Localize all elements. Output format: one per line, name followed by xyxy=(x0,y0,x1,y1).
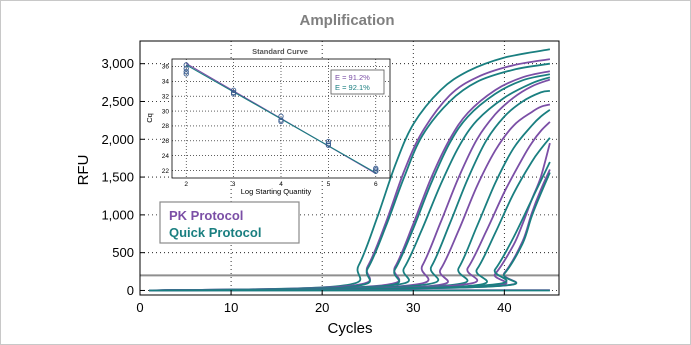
x-tick-label: 40 xyxy=(497,300,511,315)
y-tick-label: 1,000 xyxy=(101,207,134,222)
chart-title: Amplification xyxy=(299,12,394,29)
y-tick-label: 2,000 xyxy=(101,132,134,147)
inset-y-tick-label: 32 xyxy=(162,93,170,100)
inset-point xyxy=(183,62,189,68)
legend-entry-quick: Quick Protocol xyxy=(169,225,261,240)
x-tick-label: 10 xyxy=(224,300,238,315)
inset-point xyxy=(373,168,379,174)
inset-title: Standard Curve xyxy=(252,47,308,56)
inset-point xyxy=(230,87,237,93)
inset-point xyxy=(278,118,284,125)
inset-point xyxy=(325,142,332,148)
inset-point xyxy=(183,68,189,75)
amplification-curve-16 xyxy=(149,172,551,292)
inset-point xyxy=(230,91,237,97)
inset-point xyxy=(183,71,189,77)
inset-point xyxy=(183,66,189,72)
inset-point xyxy=(278,117,284,123)
main-plot-border xyxy=(139,40,560,296)
inset-y-tick-label: 34 xyxy=(162,79,170,86)
inset-x-tick-label: 5 xyxy=(327,181,331,188)
y-tick-label: 3,000 xyxy=(101,56,134,71)
y-tick-label: 0 xyxy=(127,283,134,298)
inset-y-tick-label: 30 xyxy=(162,108,170,115)
main-axis-ticks: 0 10 20 30 40 0 500 1,000 1,500 2,000 2,500 3,000 xyxy=(101,56,511,315)
legend-box xyxy=(159,201,300,244)
efficiency-box xyxy=(330,69,385,95)
x-tick-label: 0 xyxy=(136,300,143,315)
y-tick-label: 1,500 xyxy=(101,170,134,185)
x-tick-label: 30 xyxy=(406,300,420,315)
inset-y-tick-label: 24 xyxy=(162,153,170,160)
amplification-curves xyxy=(149,48,551,292)
y-tick-label: 2,500 xyxy=(101,94,134,109)
inset-y-tick-label: 36 xyxy=(162,64,170,71)
efficiency-pk: E = 91.2% xyxy=(335,73,370,82)
amplification-curve-6 xyxy=(149,76,551,292)
legend: PK Protocol Quick Protocol xyxy=(159,201,300,244)
inset-x-tick-label: 3 xyxy=(232,181,236,188)
inset-point xyxy=(278,113,284,119)
inset-grid xyxy=(172,59,390,178)
inset-y-label: Cq xyxy=(145,113,154,123)
x-axis-label: Cycles xyxy=(327,320,372,337)
inset-y-tick-label: 22 xyxy=(162,168,170,175)
inset-x-label: Log Starting Quantity xyxy=(241,187,312,196)
efficiency-quick: E = 92.1% xyxy=(335,83,370,92)
inset-points xyxy=(183,62,379,174)
x-tick-label: 20 xyxy=(315,300,329,315)
inset-point xyxy=(230,89,237,96)
inset-y-tick-label: 26 xyxy=(162,138,170,145)
inset-x-tick-label: 6 xyxy=(374,181,378,188)
inset-x-tick-label: 2 xyxy=(184,181,188,188)
y-tick-label: 500 xyxy=(112,245,134,260)
inset-x-tick-label: 4 xyxy=(279,181,283,188)
inset-point xyxy=(373,165,379,171)
legend-entry-pk: PK Protocol xyxy=(169,208,243,223)
inset-point xyxy=(325,141,332,147)
inset-point xyxy=(325,138,332,145)
inset-point xyxy=(373,167,379,173)
y-axis-label: RFU xyxy=(75,155,92,186)
inset-y-tick-label: 28 xyxy=(162,123,170,130)
